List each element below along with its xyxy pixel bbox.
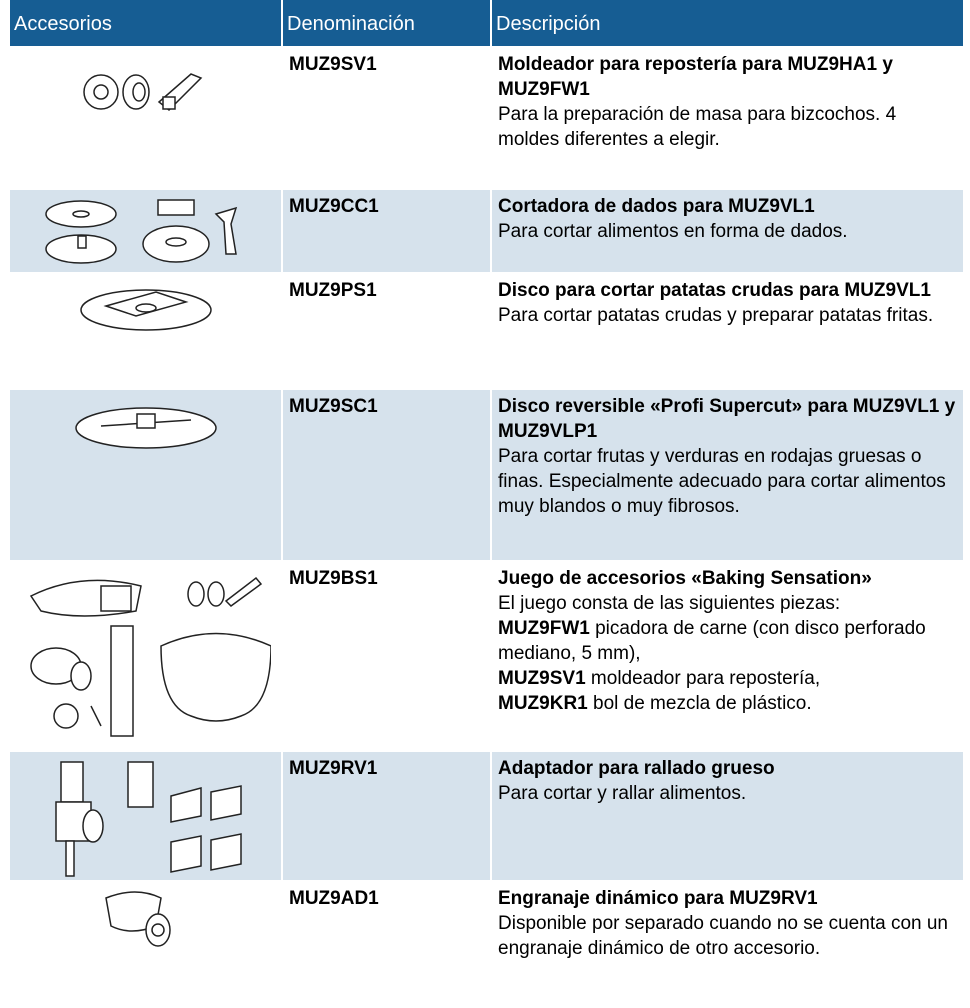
model-code: MUZ9CC1 [283, 190, 490, 272]
piece-text: bol de mezcla de plástico. [593, 693, 812, 714]
piece-item: MUZ9KR1 bol de mezcla de plástico. [498, 691, 957, 716]
description-title: Disco reversible «Profi Supercut» para M… [498, 396, 956, 442]
accessory-icon [29, 576, 271, 737]
description-title: Cortadora de dados para MUZ9VL1 [498, 196, 815, 217]
description-text: Para cortar y rallar alimentos. [498, 783, 747, 804]
model-code: MUZ9SC1 [283, 390, 490, 560]
description: Adaptador para rallado grueso Para cortar… [492, 752, 963, 880]
description-text: El juego consta de las siguientes piezas… [498, 593, 841, 614]
accessory-image [10, 562, 281, 750]
description: Cortadora de dados para MUZ9VL1 Para cort… [492, 190, 963, 272]
description: Juego de accesorios «Baking Sensation» El… [492, 562, 963, 750]
piece-code: MUZ9KR1 [498, 693, 588, 714]
description: Disco reversible «Profi Supercut» para M… [492, 390, 963, 560]
accessory-image [10, 390, 281, 560]
header-cell: Denominación [283, 0, 490, 46]
description-title: Moldeador para repostería para MUZ9HA1 y… [498, 54, 893, 100]
header-cell: Descripción [492, 0, 963, 46]
accessory-icon [44, 199, 237, 264]
description-title: Disco para cortar patatas crudas para MU… [498, 280, 931, 301]
accessory-icon [54, 761, 242, 877]
accessory-image [10, 752, 281, 880]
description: Moldeador para repostería para MUZ9HA1 y… [492, 48, 963, 188]
piece-text: picadora de carne (con disco perforado m… [498, 618, 926, 664]
accessory-image [10, 190, 281, 272]
accessory-image [10, 274, 281, 388]
description-text: Para cortar frutas y verduras en rodajas… [498, 446, 946, 517]
piece-text: moldeador para repostería, [590, 668, 821, 689]
piece-item: MUZ9FW1 picadora de carne (con disco per… [498, 616, 957, 666]
model-code: MUZ9RV1 [283, 752, 490, 880]
description-text: Para cortar alimentos en forma de dados. [498, 221, 848, 242]
model-code: MUZ9SV1 [283, 48, 490, 188]
piece-code: MUZ9FW1 [498, 618, 590, 639]
description-title: Adaptador para rallado grueso [498, 758, 775, 779]
description: Engranaje dinámico para MUZ9RV1 Disponibl… [492, 882, 963, 1008]
description-title: Engranaje dinámico para MUZ9RV1 [498, 888, 818, 909]
accessory-icon [104, 891, 171, 947]
accessory-image [10, 48, 281, 188]
accessory-image [10, 882, 281, 1008]
model-code: MUZ9PS1 [283, 274, 490, 388]
accessory-icon [82, 73, 202, 112]
description: Disco para cortar patatas crudas para MU… [492, 274, 963, 388]
description-title: Juego de accesorios «Baking Sensation» [498, 568, 872, 589]
header-cell: Accesorios [10, 0, 281, 46]
description-text: Para la preparación de masa para bizcoch… [498, 104, 897, 150]
model-code: MUZ9AD1 [283, 882, 490, 1008]
piece-item: MUZ9SV1 moldeador para repostería, [498, 666, 957, 691]
accessory-icon [74, 407, 217, 449]
piece-code: MUZ9SV1 [498, 668, 586, 689]
accessories-table: Accesorios Denominación Descripción MUZ9… [10, 0, 963, 1008]
model-code: MUZ9BS1 [283, 562, 490, 750]
description-text: Disponible por separado cuando no se cue… [498, 913, 948, 959]
description-text: Para cortar patatas crudas y preparar pa… [498, 305, 934, 326]
accessory-icon [79, 289, 212, 331]
